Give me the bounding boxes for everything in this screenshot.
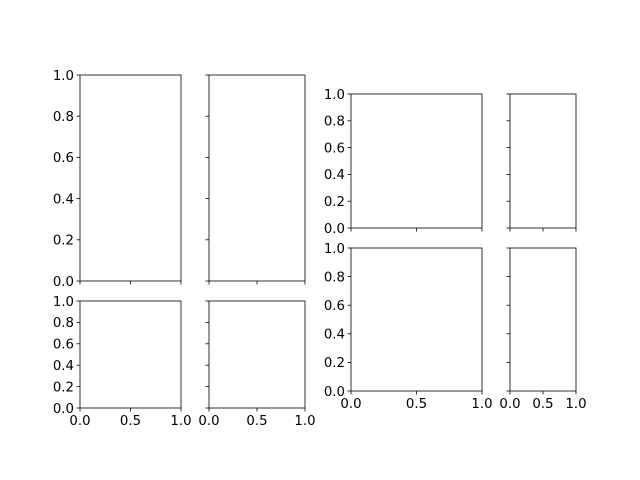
y-tick-label: 0.4: [324, 168, 345, 183]
y-tick-label: 1.0: [53, 295, 74, 310]
y-tick-label: 0.2: [53, 234, 74, 249]
y-tick-label: 0.6: [324, 299, 345, 314]
y-tick-label: 0.8: [53, 316, 74, 331]
axes-frame: [208, 300, 306, 409]
y-tick-label: 1.0: [53, 69, 74, 84]
axes-right-r0-c1: [506, 93, 577, 232]
axes-right-r0-c0: 0.0 0.2 0.4 0.6 0.8 1.0: [324, 88, 483, 237]
y-tick-label: 0.0: [53, 402, 74, 417]
axes-frame: [79, 74, 182, 282]
x-tick-label: 1.0: [170, 414, 191, 429]
x-tick-label: 0.0: [198, 414, 219, 429]
x-tick-label: 0.5: [246, 414, 267, 429]
y-tick-label: 0.8: [53, 110, 74, 125]
y-tick-label: 0.0: [53, 275, 74, 290]
y-tick-label: 0.0: [324, 222, 345, 237]
y-tick-label: 0.2: [53, 380, 74, 395]
y-tick-label: 0.8: [324, 270, 345, 285]
y-tick-label: 0.0: [324, 385, 345, 400]
axes-right-r1-c0: 0.0 0.5 1.0 0.0 0.2 0.4 0.6 0.8 1.0: [324, 242, 493, 412]
axes-left-r1-c0: 0.0 0.5 1.0 0.0 0.2 0.4 0.6 0.8 1.0: [53, 295, 192, 429]
x-tick-label: 0.0: [69, 414, 90, 429]
y-tick-label: 0.2: [324, 356, 345, 371]
x-tick-label: 1.0: [471, 397, 492, 412]
x-tick-label: 0.5: [120, 414, 141, 429]
y-tick-label: 1.0: [324, 88, 345, 103]
axes-frame: [509, 93, 577, 229]
x-tick-label: 1.0: [294, 414, 315, 429]
axes-left-r0-c1: [205, 74, 306, 285]
x-tick-label: 1.0: [565, 397, 586, 412]
y-tick-label: 0.4: [53, 192, 74, 207]
x-tick-label: 0.5: [532, 397, 553, 412]
axes-left-r0-c0: 0.0 0.2 0.4 0.6 0.8 1.0: [53, 69, 182, 290]
axes-frame: [79, 300, 182, 409]
y-tick-label: 1.0: [324, 242, 345, 257]
y-tick-label: 0.4: [324, 328, 345, 343]
y-tick-label: 0.6: [53, 338, 74, 353]
y-tick-label: 0.6: [53, 151, 74, 166]
axes-right-r1-c1: 0.0 0.5 1.0: [499, 247, 587, 412]
axes-frame: [208, 74, 306, 282]
axes-frame: [350, 93, 483, 229]
axes-frame: [509, 247, 577, 392]
x-tick-label: 0.0: [499, 397, 520, 412]
y-tick-label: 0.6: [324, 141, 345, 156]
axes-frame: [350, 247, 483, 392]
x-tick-label: 0.0: [340, 397, 361, 412]
y-tick-label: 0.2: [324, 195, 345, 210]
y-tick-label: 0.8: [324, 115, 345, 130]
axes-left-r1-c1: 0.0 0.5 1.0: [198, 300, 316, 429]
y-tick-label: 0.4: [53, 359, 74, 374]
x-tick-label: 0.5: [406, 397, 427, 412]
